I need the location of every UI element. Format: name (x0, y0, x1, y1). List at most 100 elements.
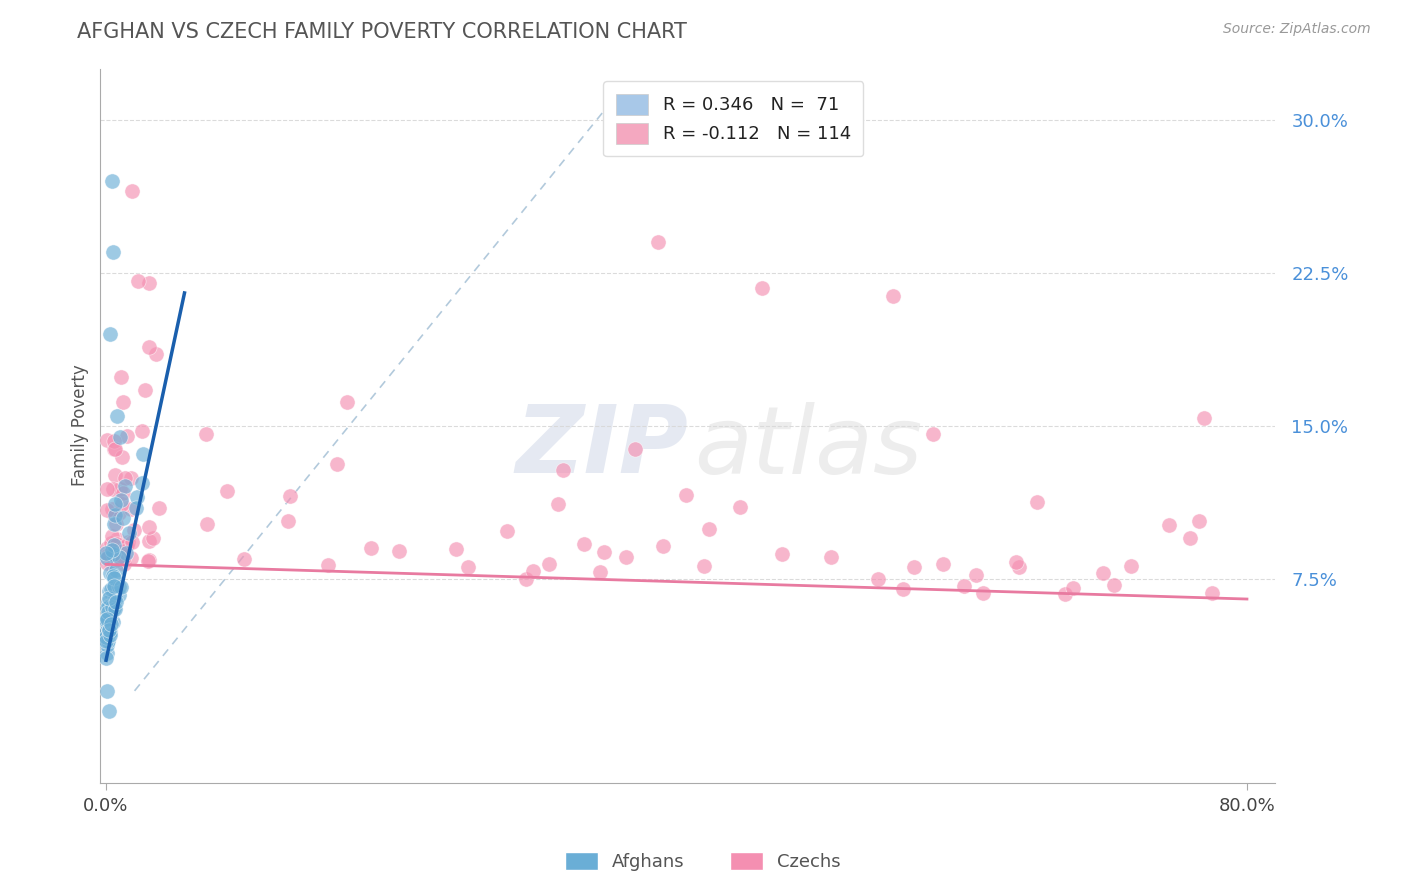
Point (114, 479, 136, 493)
Point (121, 184, 143, 198)
Point (1102, 578, 1125, 592)
Point (336, 395, 359, 409)
Point (101, 599, 124, 614)
Point (138, 520, 160, 534)
Point (623, 442, 645, 457)
Point (104, 552, 127, 566)
Point (751, 281, 773, 295)
Point (675, 488, 697, 502)
Point (94, 633, 117, 648)
Point (120, 551, 142, 566)
Point (125, 490, 148, 504)
Point (98, 624, 121, 639)
Point (98, 549, 121, 564)
Point (132, 447, 155, 461)
Point (124, 523, 146, 537)
Point (100, 174, 122, 188)
Point (882, 289, 904, 303)
Point (96, 610, 118, 624)
Point (195, 516, 218, 531)
Point (101, 547, 124, 561)
Point (120, 501, 142, 516)
Point (96, 546, 118, 560)
Point (107, 533, 129, 547)
Point (100, 543, 122, 558)
Point (496, 524, 519, 539)
Point (1005, 555, 1028, 569)
Point (101, 482, 124, 496)
Point (104, 442, 127, 456)
Point (217, 484, 239, 499)
Point (96, 617, 118, 632)
Legend: Afghans, Czechs: Afghans, Czechs (558, 845, 848, 879)
Point (104, 549, 127, 563)
Point (98, 623, 121, 637)
Point (98, 623, 121, 637)
Point (124, 500, 146, 515)
Point (1192, 411, 1215, 425)
Point (553, 462, 575, 476)
Point (278, 490, 301, 504)
Point (96, 638, 118, 652)
Point (96, 541, 118, 556)
Point (697, 522, 720, 536)
Point (277, 514, 299, 528)
Point (97, 548, 120, 562)
Point (138, 276, 160, 290)
Point (96, 651, 118, 665)
Point (98, 326, 121, 341)
Point (104, 508, 127, 522)
Point (360, 541, 382, 555)
Point (96, 433, 118, 447)
Point (457, 560, 479, 574)
Point (98, 624, 121, 638)
Point (97, 704, 120, 718)
Point (1053, 587, 1076, 601)
Point (1121, 559, 1143, 574)
Point (326, 457, 349, 471)
Point (515, 572, 537, 586)
Point (1159, 517, 1181, 532)
Point (97, 605, 120, 619)
Point (96, 625, 118, 640)
Point (100, 605, 122, 619)
Point (1188, 514, 1211, 528)
Point (110, 369, 132, 384)
Point (97, 595, 120, 609)
Point (97, 620, 120, 634)
Point (105, 553, 128, 567)
Point (522, 564, 544, 578)
Point (96, 550, 118, 565)
Point (112, 544, 135, 558)
Point (770, 548, 793, 562)
Legend: R = 0.346   N =  71, R = -0.112   N = 114: R = 0.346 N = 71, R = -0.112 N = 114 (603, 81, 863, 156)
Text: atlas: atlas (693, 401, 922, 492)
Point (97, 633, 120, 648)
Point (651, 539, 673, 553)
Point (903, 559, 925, 574)
Point (117, 539, 139, 553)
Point (1178, 531, 1201, 545)
Point (107, 506, 129, 520)
Point (104, 595, 127, 609)
Point (820, 549, 842, 564)
Point (117, 534, 139, 549)
Point (120, 470, 142, 484)
Point (104, 591, 127, 605)
Point (105, 551, 128, 566)
Point (98, 628, 121, 642)
Point (111, 510, 134, 524)
Point (647, 235, 669, 250)
Point (98, 566, 121, 580)
Point (98, 610, 121, 624)
Point (103, 571, 125, 585)
Point (98, 599, 121, 614)
Y-axis label: Family Poverty: Family Poverty (72, 365, 89, 486)
Point (121, 534, 143, 549)
Point (104, 468, 127, 483)
Point (100, 582, 122, 597)
Point (1201, 585, 1223, 599)
Point (117, 429, 139, 443)
Point (134, 383, 156, 397)
Point (614, 549, 637, 564)
